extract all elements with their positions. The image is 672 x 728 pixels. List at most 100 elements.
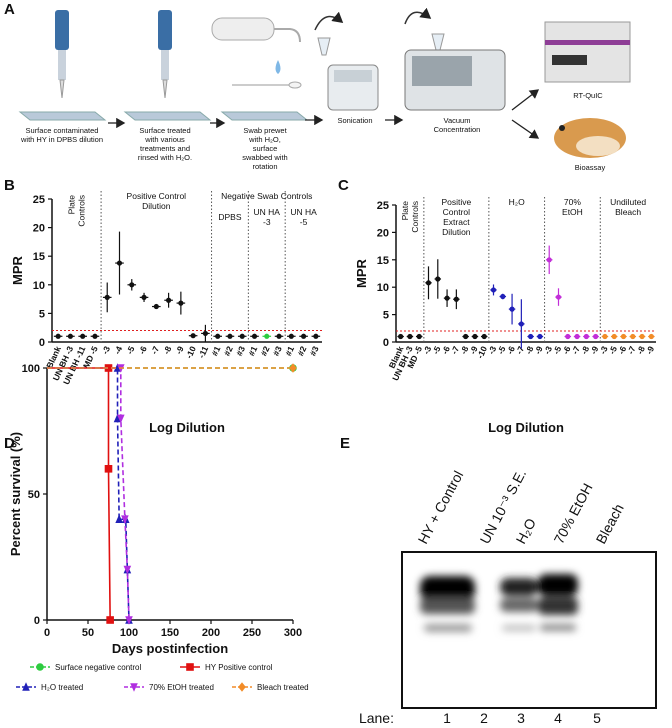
dot [178, 300, 184, 306]
x-tick-label: -6 [560, 344, 572, 355]
legend-label: 70% EtOH treated [149, 683, 214, 692]
dot [565, 333, 571, 340]
x-tick-label: -11 [196, 344, 210, 359]
dot [453, 296, 459, 302]
x-tick-label: -5 [124, 344, 136, 355]
group-label: H₂O [509, 197, 525, 207]
step-caption: with H₂O, [248, 135, 281, 144]
step-caption: Swab prewet [243, 126, 287, 135]
x-tick-label: 250 [243, 627, 261, 639]
marker [117, 414, 125, 424]
group-label: UN HA [290, 207, 317, 217]
group-label: Controls [410, 201, 420, 233]
dot [153, 303, 159, 310]
group-label: UN HA [254, 207, 281, 217]
x-tick-label: -5 [495, 344, 507, 355]
plate-reader-tray [552, 55, 587, 65]
slide [220, 111, 309, 121]
x-tick-label: -6 [616, 344, 628, 355]
y-tick-label: 25 [377, 200, 389, 212]
dot [104, 294, 110, 300]
marker [289, 363, 297, 373]
dot [444, 295, 450, 301]
curved-arrow [314, 11, 344, 31]
concentrator-lid [412, 56, 472, 86]
x-tick-label: #3 [271, 344, 284, 357]
dot [490, 287, 497, 293]
dot [630, 333, 636, 340]
dot [227, 333, 233, 339]
dot [472, 333, 478, 340]
lane-title: Lane: [359, 710, 394, 726]
x-tick-label: -7 [570, 344, 582, 355]
dot [288, 333, 294, 339]
lane-number: 5 [593, 710, 601, 726]
marker [125, 616, 133, 625]
dot [425, 280, 432, 286]
legend-marker [238, 682, 246, 692]
dot [500, 293, 506, 300]
survival-line [47, 367, 111, 621]
pipette [58, 50, 66, 80]
lane-number: 1 [443, 710, 451, 726]
group-label: Control [443, 207, 471, 217]
dot [648, 333, 654, 340]
legend-marker [36, 663, 44, 671]
panel-letter: B [4, 177, 15, 194]
step-caption: with various [144, 135, 185, 144]
dot [518, 321, 524, 327]
dot [398, 333, 404, 340]
dot [55, 333, 61, 339]
marker [104, 465, 113, 473]
x-tick-label: -8 [458, 344, 470, 355]
marker [106, 616, 114, 624]
panel-letter: D [4, 435, 15, 452]
dot [593, 333, 599, 340]
y-tick-label: 10 [33, 280, 45, 292]
legend-label: Surface negative control [55, 663, 141, 672]
dot [528, 333, 534, 340]
group-label: 70% [564, 197, 581, 207]
x-tick-label: -7 [149, 344, 161, 355]
plate-reader-stripe [545, 40, 630, 45]
legend-marker [130, 683, 138, 692]
step-caption: rotation [252, 162, 277, 171]
legend-label: H₂O treated [41, 683, 83, 692]
step-caption: surface [253, 144, 278, 153]
dot [251, 333, 258, 339]
arrow [511, 119, 540, 139]
x-tick-label: #2 [295, 344, 308, 357]
x-axis-title: Log Dilution [149, 420, 225, 435]
dot [509, 306, 515, 312]
x-tick-label: 0 [44, 627, 50, 639]
x-tick-label: #2 [222, 344, 235, 357]
x-tick-label: -7 [625, 344, 637, 355]
step-caption: rinsed with H₂O. [138, 153, 192, 162]
output-caption: RT-QuIC [573, 91, 603, 100]
y-tick-label: 0 [383, 337, 389, 349]
step-caption: Sonication [337, 116, 372, 125]
step-caption: Surface contaminated [26, 126, 99, 135]
survival-line [47, 367, 130, 621]
survival-line [47, 367, 130, 621]
x-tick-label: -8 [523, 344, 535, 355]
marker [104, 364, 113, 372]
lane-number: 4 [554, 710, 562, 726]
x-tick-label: -6 [505, 344, 517, 355]
y-axis-title: MPR [354, 258, 369, 288]
dot [583, 333, 589, 340]
x-tick-label: -3 [542, 344, 554, 355]
x-tick-label: -8 [161, 344, 173, 355]
x-axis-title: Days postinfection [112, 641, 228, 656]
dot [202, 330, 209, 337]
x-tick-label: -6 [137, 344, 149, 355]
step-caption: Surface treated [139, 126, 190, 135]
x-tick-label: -10 [475, 344, 489, 360]
legend-marker [22, 682, 30, 691]
legend-label: HY Positive control [205, 663, 273, 672]
y-axis-title: Percent survival (%) [8, 432, 23, 556]
dot [300, 333, 307, 339]
dot [239, 333, 245, 339]
x-tick-label: -8 [579, 344, 591, 355]
